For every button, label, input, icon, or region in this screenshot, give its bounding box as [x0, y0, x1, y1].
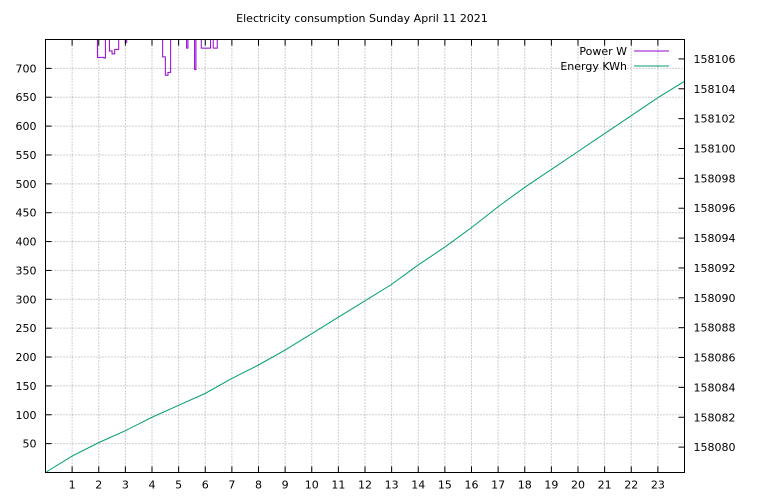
x-tick-label: 19 [544, 479, 558, 492]
y-tick-label: 300 [16, 293, 37, 306]
x-tick-label: 4 [149, 479, 156, 492]
y-tick-label: 700 [16, 62, 37, 75]
x-tick-label: 17 [491, 479, 505, 492]
x-tick-label: 3 [122, 479, 129, 492]
x-tick-label: 11 [331, 479, 345, 492]
y-tick-label: 100 [16, 409, 37, 422]
y-tick-label: 200 [16, 351, 37, 364]
x-tick-label: 15 [438, 479, 452, 492]
grid [45, 39, 685, 473]
series-line-energy [45, 80, 685, 473]
y2-tick-label: 158098 [694, 172, 736, 185]
x-tick-label: 2 [95, 479, 102, 492]
y2-tick-label: 158100 [694, 142, 736, 155]
x-tick-label: 14 [411, 479, 425, 492]
y2-tick-label: 158082 [694, 411, 736, 424]
x-tick-label: 20 [571, 479, 585, 492]
chart-title: Electricity consumption Sunday April 11 … [236, 12, 488, 25]
x-tick-label: 23 [651, 479, 665, 492]
x-tick-label: 5 [175, 479, 182, 492]
y2-tick-label: 158088 [694, 322, 736, 335]
y-tick-label: 600 [16, 120, 37, 133]
x-tick-label: 10 [305, 479, 319, 492]
series-line-power [96, 39, 218, 76]
y-tick-label: 500 [16, 178, 37, 191]
y2-tick-label: 158104 [694, 83, 736, 96]
y2-tick-label: 158086 [694, 352, 736, 365]
x-tick-label: 18 [518, 479, 532, 492]
y2-tick-label: 158102 [694, 113, 736, 126]
y2-tick-label: 158080 [694, 441, 736, 454]
x-tick-label: 13 [385, 479, 399, 492]
y2-tick-label: 158094 [694, 232, 736, 245]
x-tick-label: 12 [358, 479, 372, 492]
y2-tick-label: 158090 [694, 292, 736, 305]
y2-tick-label: 158092 [694, 262, 736, 275]
x-tick-label: 6 [202, 479, 209, 492]
x-tick-label: 16 [465, 479, 479, 492]
y-tick-label: 250 [16, 322, 37, 335]
y-tick-label: 150 [16, 380, 37, 393]
y-tick-label: 50 [23, 438, 37, 451]
legend-label: Energy KWh [560, 60, 627, 73]
y2-tick-label: 158084 [694, 381, 736, 394]
axes: 1 2 3 4 5 6 7 8 9 10 11 12 13 14 15 16 17 18 19 20 21 22 23501… [16, 39, 736, 492]
x-tick-label: 21 [598, 479, 612, 492]
y2-tick-label: 158106 [694, 53, 736, 66]
x-tick-label: 1 [69, 479, 76, 492]
y-tick-label: 450 [16, 207, 37, 220]
y-tick-label: 650 [16, 91, 37, 104]
x-tick-label: 9 [282, 479, 289, 492]
y2-tick-label: 158096 [694, 202, 736, 215]
x-tick-label: 7 [228, 479, 235, 492]
y-tick-label: 350 [16, 264, 37, 277]
series-layer [45, 39, 685, 473]
x-tick-label: 8 [255, 479, 262, 492]
legend-label: Power W [579, 45, 627, 58]
y-tick-label: 400 [16, 236, 37, 249]
x-tick-label: 22 [624, 479, 638, 492]
y-tick-label: 550 [16, 149, 37, 162]
legend: Power W Energy KWh [560, 45, 669, 73]
